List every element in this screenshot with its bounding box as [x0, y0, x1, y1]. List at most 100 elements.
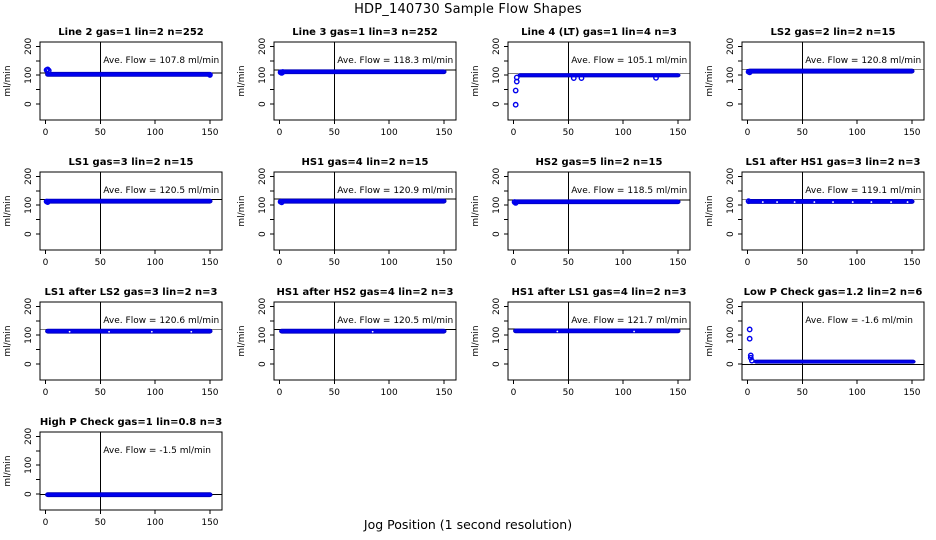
x-tick-label: 150 [201, 128, 218, 138]
x-tick-label: 100 [381, 388, 398, 398]
y-tick-label: 0 [492, 361, 502, 367]
x-tick-label: 0 [745, 128, 751, 138]
y-tick-label: 200 [24, 37, 34, 54]
x-tick-label: 50 [95, 518, 107, 528]
x-tick-label: 0 [511, 388, 517, 398]
band-gap-dot [832, 201, 834, 203]
flow-panel: HS1 after HS2 gas=4 lin=2 n=3 ml/min Ave. … [234, 282, 468, 412]
data-point [746, 326, 753, 333]
panel-title: Low P Check gas=1.2 lin=2 n=6 [744, 287, 923, 298]
plot-box [507, 301, 691, 381]
plot-box [39, 41, 223, 121]
x-tick-label: 150 [435, 258, 452, 268]
y-tick-label: 200 [24, 427, 34, 444]
plot-box [741, 171, 925, 251]
ave-flow-label: Ave. Flow = 120.8 ml/min [805, 56, 921, 66]
data-point [747, 352, 754, 359]
y-tick-label: 200 [726, 37, 736, 54]
y-tick-label: 0 [258, 361, 268, 367]
y-tick-label: 100 [726, 196, 736, 213]
x-tick-label: 0 [43, 388, 49, 398]
y-tick-label: 100 [726, 66, 736, 83]
y-tick-label: 100 [258, 196, 268, 213]
flow-panel: Low P Check gas=1.2 lin=2 n=6 ml/min Ave. … [702, 282, 936, 412]
x-tick-label: 150 [903, 388, 920, 398]
flow-panel: LS2 gas=2 lin=2 n=15 ml/min Ave. Flow = 12… [702, 22, 936, 152]
panel-plot: HS1 after LS1 gas=4 lin=2 n=3 ml/min Ave. … [471, 287, 691, 398]
y-tick-label: 0 [24, 491, 34, 497]
panel-title: LS1 gas=3 lin=2 n=15 [69, 157, 194, 168]
panel-plot: HS1 after HS2 gas=4 lin=2 n=3 ml/min Ave. … [237, 287, 457, 398]
data-band [513, 328, 681, 334]
x-tick-label: 100 [147, 518, 164, 528]
y-tick-label: 0 [726, 231, 736, 237]
x-tick-label: 50 [329, 128, 341, 138]
data-point [748, 357, 755, 364]
band-gap-dot [556, 330, 559, 333]
y-tick-label: 200 [258, 297, 268, 314]
y-tick-label: 100 [492, 326, 502, 343]
ave-flow-label: Ave. Flow = 120.5 ml/min [337, 316, 453, 326]
y-tick-label: 100 [24, 326, 34, 343]
plot-box [39, 301, 223, 381]
x-tick-label: 50 [95, 388, 107, 398]
panel-title: HS1 after HS2 gas=4 lin=2 n=3 [276, 287, 453, 298]
y-tick-label: 100 [24, 456, 34, 473]
x-tick-label: 0 [43, 128, 49, 138]
ave-flow-label: Ave. Flow = 120.5 ml/min [103, 186, 219, 196]
x-tick-label: 50 [329, 258, 341, 268]
flow-panel: Line 4 (LT) gas=1 lin=4 n=3 ml/min Ave. Fl… [468, 22, 702, 152]
y-tick-label: 100 [24, 196, 34, 213]
flow-panel: HS1 gas=4 lin=2 n=15 ml/min Ave. Flow = 12… [234, 152, 468, 282]
plot-box [507, 41, 691, 121]
panel-plot: Line 2 gas=1 lin=2 n=252 ml/min Ave. Flow … [3, 27, 223, 138]
data-point [746, 335, 753, 342]
x-axis-label: Jog Position (1 second resolution) [363, 517, 573, 532]
y-tick-label: 0 [492, 231, 502, 237]
x-tick-label: 150 [201, 258, 218, 268]
x-tick-label: 100 [615, 258, 632, 268]
plot-box [39, 171, 223, 251]
data-point [278, 199, 285, 206]
ave-flow-label: Ave. Flow = -1.5 ml/min [103, 446, 211, 456]
data-point [653, 74, 659, 81]
data-band [279, 328, 447, 334]
x-tick-label: 150 [201, 388, 218, 398]
data-band [45, 198, 213, 204]
panel-plot: Line 4 (LT) gas=1 lin=4 n=3 ml/min Ave. Fl… [471, 27, 691, 138]
y-tick-label: 100 [258, 66, 268, 83]
y-tick-label: 0 [726, 361, 736, 367]
panel-title: LS2 gas=2 lin=2 n=15 [771, 27, 896, 38]
data-band [753, 359, 916, 364]
y-axis-title: ml/min [471, 65, 481, 96]
y-tick-label: 200 [258, 37, 268, 54]
y-tick-label: 100 [24, 66, 34, 83]
x-tick-label: 50 [563, 388, 575, 398]
band-gap-dot [68, 330, 71, 333]
band-gap-dot [870, 201, 873, 203]
flow-panel: LS1 gas=3 lin=2 n=15 ml/min Ave. Flow = 12… [0, 152, 234, 282]
band-gap-dot [190, 330, 193, 333]
band-gap-dot [906, 201, 909, 203]
x-tick-label: 150 [903, 258, 920, 268]
y-tick-label: 200 [24, 167, 34, 184]
band-gap-dot [793, 201, 796, 203]
x-tick-label: 50 [797, 388, 809, 398]
band-gap-dot [851, 201, 854, 203]
panel-title: High P Check gas=1 lin=0.8 n=3 [40, 417, 222, 428]
y-axis-title: ml/min [3, 455, 13, 486]
plot-box [741, 41, 925, 121]
panel-plot: LS1 gas=3 lin=2 n=15 ml/min Ave. Flow = 12… [3, 157, 223, 268]
ave-flow-label: Ave. Flow = 118.5 ml/min [571, 186, 687, 196]
panel-title: Line 2 gas=1 lin=2 n=252 [58, 27, 204, 38]
y-axis-title: ml/min [471, 325, 481, 356]
data-band [45, 492, 213, 498]
y-tick-label: 100 [492, 196, 502, 213]
panel-title: HS1 gas=4 lin=2 n=15 [302, 157, 429, 168]
flow-panel: LS1 after LS2 gas=3 lin=2 n=3 ml/min Ave. … [0, 282, 234, 412]
y-tick-label: 200 [24, 297, 34, 314]
x-tick-label: 100 [147, 258, 164, 268]
y-axis-title: ml/min [705, 195, 715, 226]
x-tick-label: 0 [277, 128, 283, 138]
x-tick-label: 100 [849, 128, 866, 138]
